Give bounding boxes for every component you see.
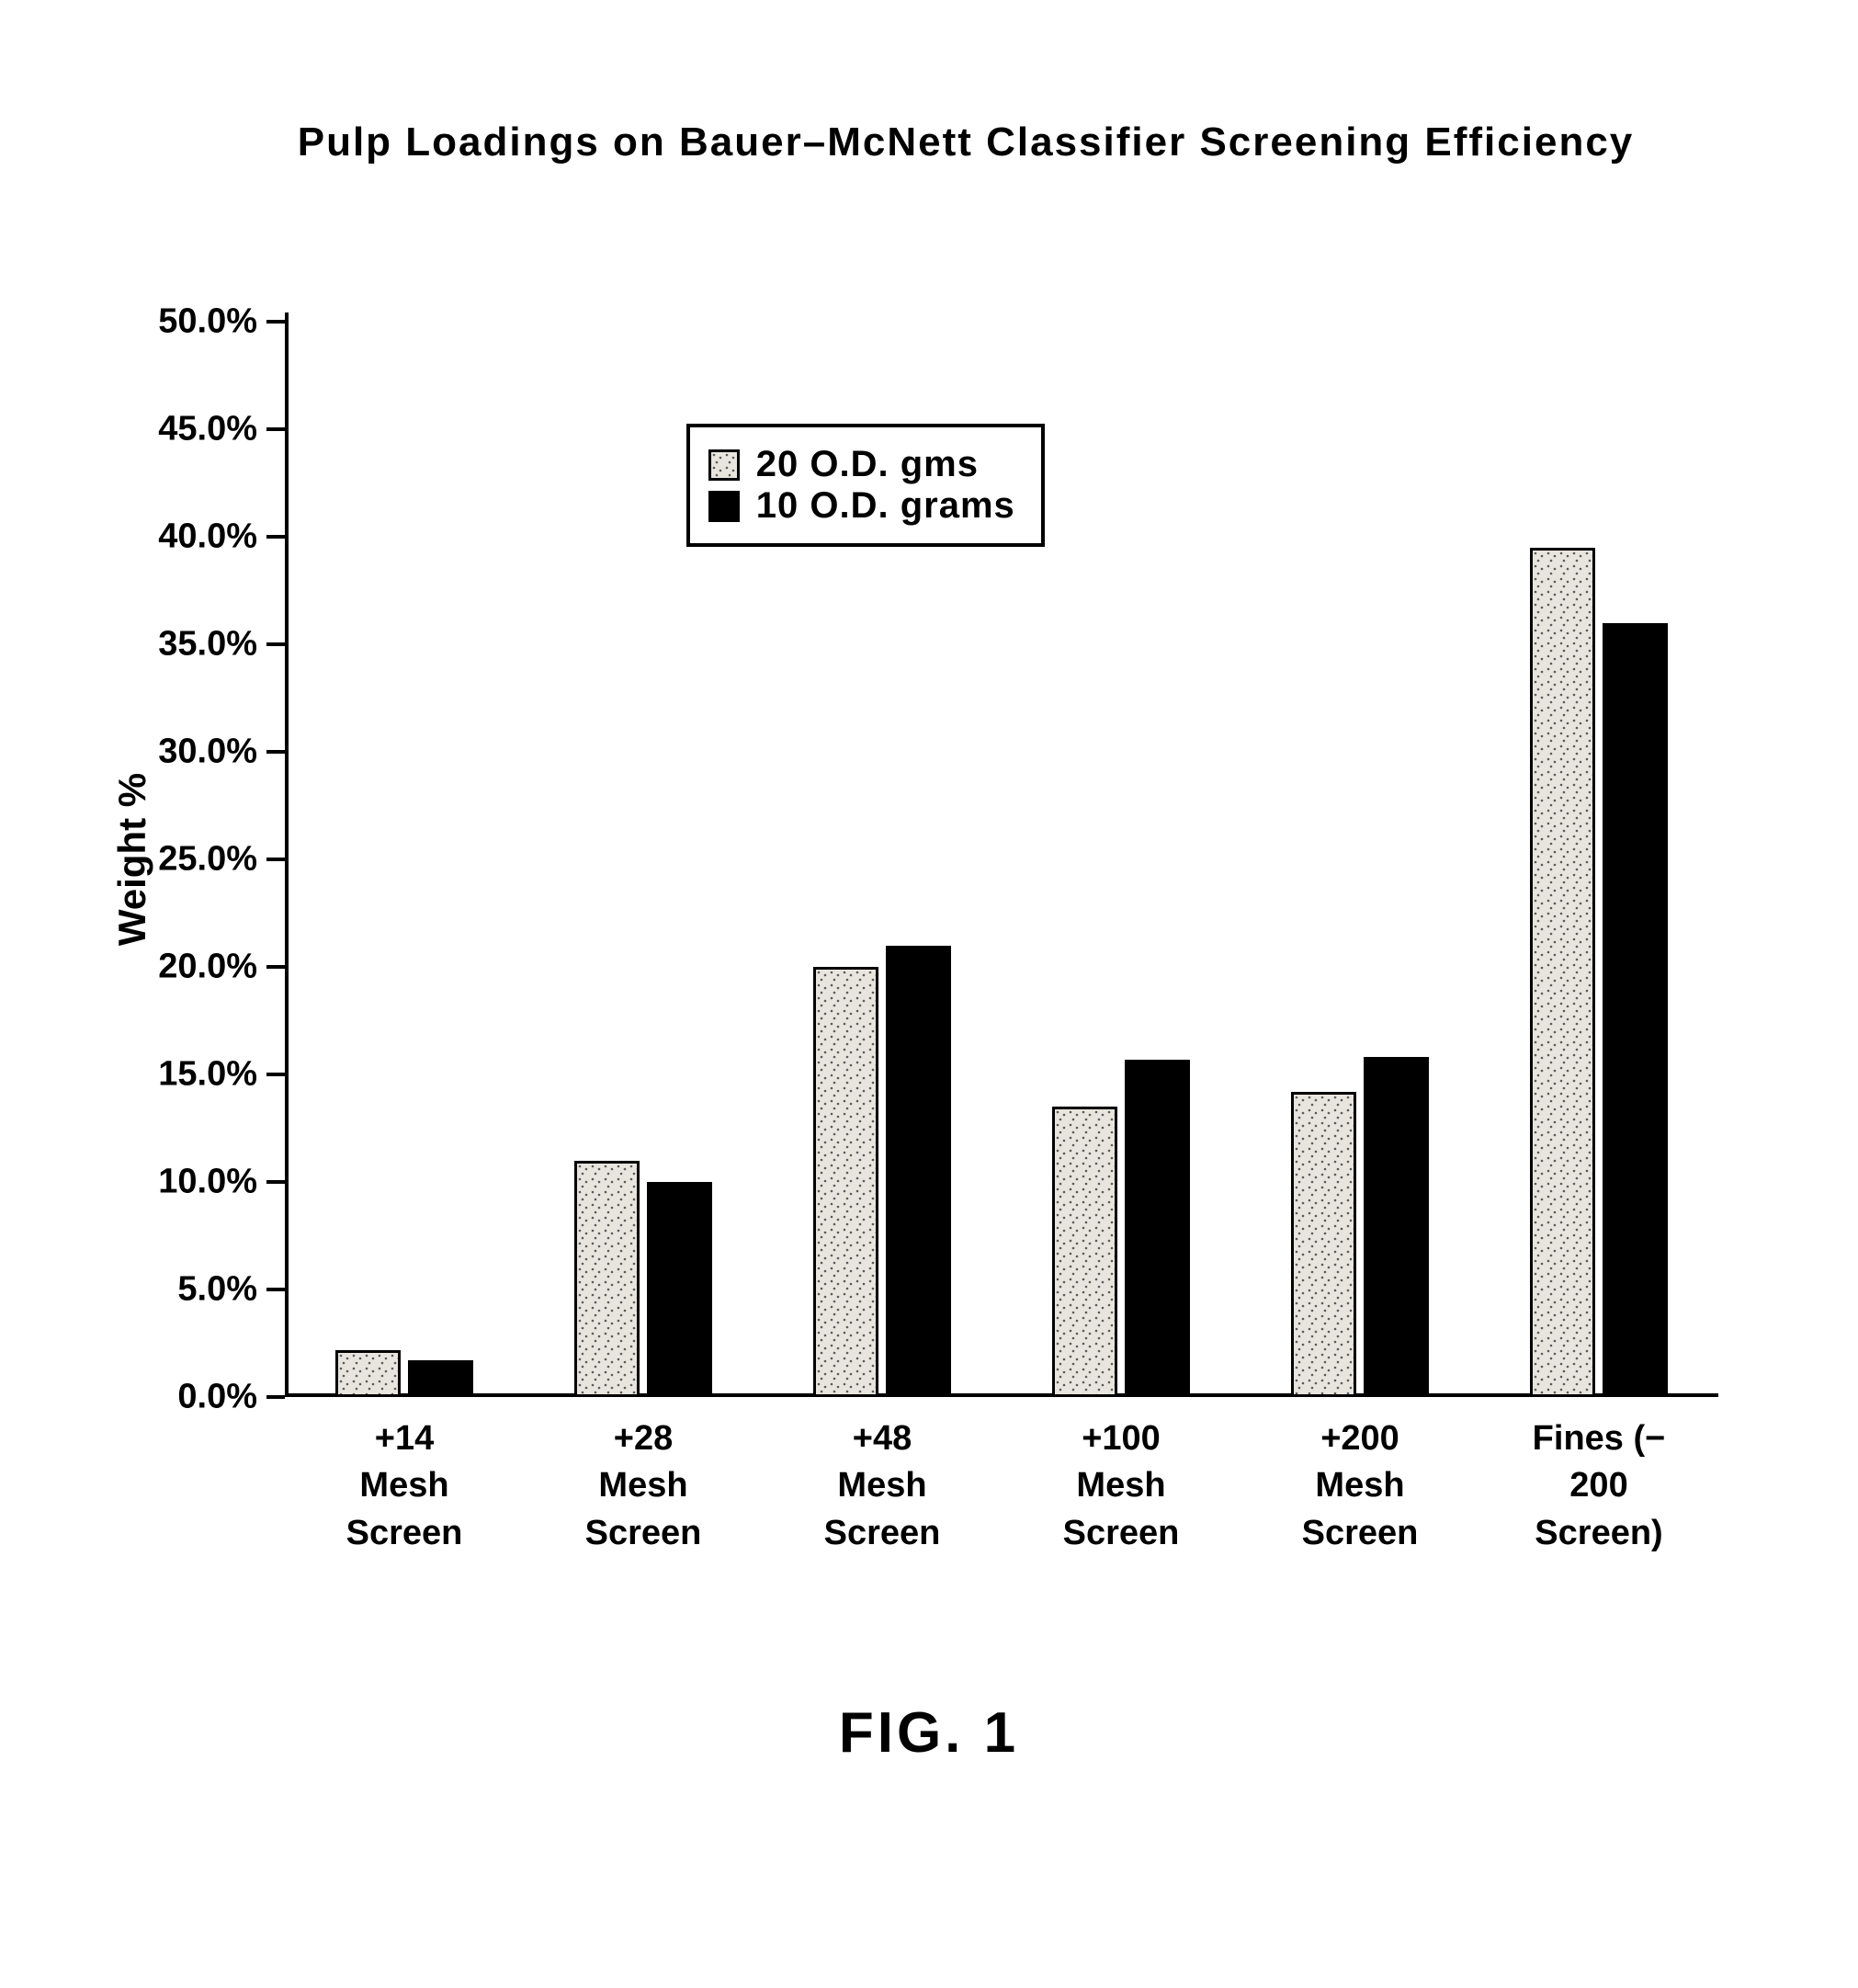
y-tick-label: 45.0%	[158, 410, 257, 449]
chart-area: 0.0%5.0%10.0%15.0%20.0%25.0%30.0%35.0%40…	[285, 322, 1718, 1397]
legend-item: 10 O.D. grams	[708, 485, 1015, 527]
chart-title: Pulp Loadings on Bauer–McNett Classifier…	[110, 119, 1821, 165]
x-category-label: +14MeshScreen	[285, 1415, 524, 1557]
y-tick-label: 0.0%	[177, 1378, 257, 1417]
y-tick-label: 50.0%	[158, 302, 257, 342]
bar-s20	[1291, 1092, 1357, 1397]
y-tick-label: 25.0%	[158, 840, 257, 880]
bar-s20	[1052, 1107, 1118, 1397]
y-tick-label: 20.0%	[158, 948, 257, 987]
legend: 20 O.D. gms10 O.D. grams	[686, 424, 1045, 547]
bar-s10	[1603, 623, 1669, 1397]
y-axis-title: Weight %	[110, 773, 154, 946]
y-tick	[266, 858, 285, 861]
legend-item: 20 O.D. gms	[708, 444, 1015, 485]
bar-s10	[886, 946, 952, 1397]
bar-s10	[1125, 1060, 1191, 1397]
y-axis-line	[285, 312, 289, 1397]
y-tick	[266, 320, 285, 324]
x-category-label: +28MeshScreen	[524, 1415, 763, 1557]
bar-s10	[647, 1182, 713, 1397]
bar-s20	[813, 967, 879, 1397]
bar-s20	[574, 1161, 640, 1397]
bar-s20	[1530, 548, 1596, 1397]
x-category-label: +100MeshScreen	[1002, 1415, 1241, 1557]
y-tick-label: 30.0%	[158, 733, 257, 772]
y-tick	[266, 1395, 285, 1399]
legend-swatch	[708, 449, 740, 481]
y-tick-label: 40.0%	[158, 517, 257, 557]
y-tick-label: 15.0%	[158, 1055, 257, 1095]
y-tick	[266, 1073, 285, 1076]
y-tick-label: 10.0%	[158, 1163, 257, 1202]
x-category-label: Fines (−200Screen)	[1479, 1415, 1718, 1557]
y-tick-label: 5.0%	[177, 1270, 257, 1310]
y-tick	[266, 535, 285, 539]
y-tick	[266, 750, 285, 754]
y-tick	[266, 427, 285, 431]
legend-label: 10 O.D. grams	[756, 485, 1015, 527]
y-tick	[266, 642, 285, 646]
y-tick	[266, 965, 285, 969]
y-tick-label: 35.0%	[158, 625, 257, 665]
bar-s20	[335, 1350, 402, 1397]
y-tick	[266, 1288, 285, 1291]
bar-s10	[1364, 1057, 1430, 1397]
legend-label: 20 O.D. gms	[756, 444, 979, 485]
legend-swatch	[708, 491, 740, 522]
y-tick	[266, 1180, 285, 1184]
x-category-label: +48MeshScreen	[763, 1415, 1002, 1557]
x-axis-line	[285, 1393, 1718, 1397]
x-category-label: +200MeshScreen	[1241, 1415, 1479, 1557]
bar-s10	[408, 1360, 474, 1397]
figure-label: FIG. 1	[0, 1700, 1858, 1766]
page: Pulp Loadings on Bauer–McNett Classifier…	[0, 0, 1858, 1988]
